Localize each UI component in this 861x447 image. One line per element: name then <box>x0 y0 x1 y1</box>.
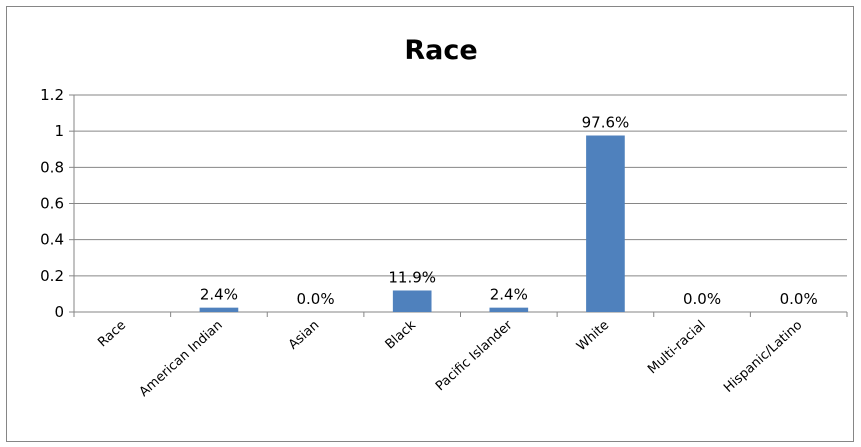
data-label: 0.0% <box>683 290 721 308</box>
y-tick-label: 0 <box>54 303 64 321</box>
data-label: 2.4% <box>490 286 528 304</box>
category-label: Multi-racial <box>645 318 709 377</box>
category-label: Asian <box>286 318 322 353</box>
y-tick-label: 0.2 <box>40 267 64 285</box>
bars <box>199 135 625 312</box>
data-label: 11.9% <box>388 268 436 286</box>
gridlines <box>74 94 847 277</box>
data-labels: 2.4% 0.0% 11.9% 2.4% 97.6% 0.0% 0.0% <box>200 114 818 308</box>
category-label: Black <box>383 318 420 353</box>
category-label: Race <box>95 318 129 350</box>
chart-title: Race <box>404 35 477 66</box>
data-label: 2.4% <box>200 286 238 304</box>
y-tick-label: 1 <box>54 122 64 140</box>
data-label: 0.0% <box>297 290 335 308</box>
y-tick-label: 0.8 <box>40 158 64 176</box>
y-tick-label: 0.6 <box>40 195 64 213</box>
data-label: 0.0% <box>780 290 818 308</box>
category-labels: Race American Indian Asian Black Pacific Isl… <box>95 317 805 400</box>
category-label: American Indian <box>137 318 226 400</box>
category-label: Hispanic/Latino <box>721 318 805 396</box>
category-label: Pacific Islander <box>433 317 516 394</box>
bar-chart: Race 00.20.40.60.811.2 2.4% 0.0%11.9%2.4%… <box>40 35 848 400</box>
axes <box>73 95 848 317</box>
bar <box>199 307 239 312</box>
y-tick-label: 0.4 <box>40 231 64 249</box>
bar <box>392 290 432 312</box>
bar <box>586 135 625 312</box>
data-label: 97.6% <box>582 114 630 132</box>
y-axis-ticks: 0 0.2 0.4 0.6 0.8 1 1.2 <box>40 86 74 321</box>
category-label: White <box>574 318 612 354</box>
bar <box>489 307 529 312</box>
y-tick-label: 1.2 <box>40 86 64 104</box>
chart-frame: Race 0 0.2 0.4 0.6 0.8 1 1.2 2.4% 0.0% 11.9% 2.4%… <box>6 6 854 442</box>
